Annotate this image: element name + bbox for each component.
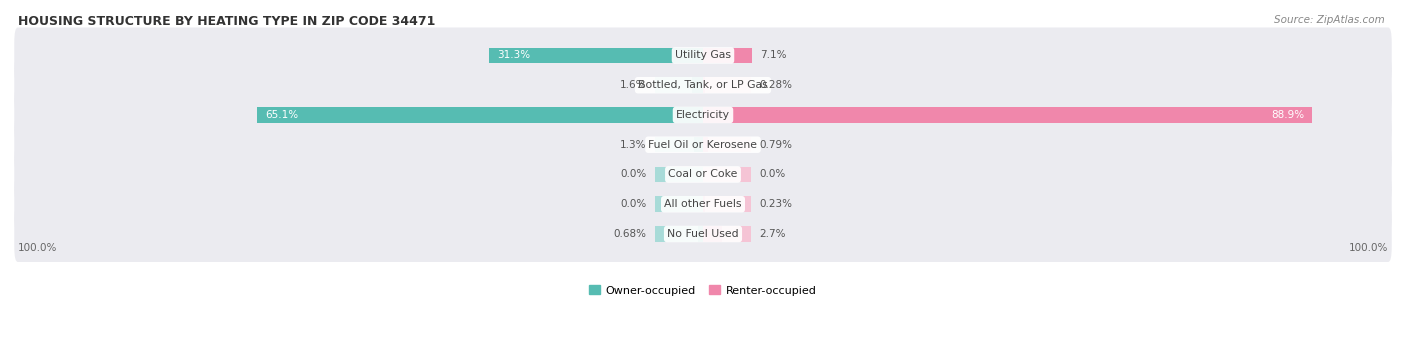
Text: 2.7%: 2.7% <box>759 229 786 239</box>
Legend: Owner-occupied, Renter-occupied: Owner-occupied, Renter-occupied <box>589 285 817 296</box>
Bar <box>703 77 704 93</box>
Bar <box>703 48 751 63</box>
Bar <box>703 107 751 123</box>
Text: 0.0%: 0.0% <box>620 199 647 209</box>
Text: 0.68%: 0.68% <box>614 229 647 239</box>
Text: Bottled, Tank, or LP Gas: Bottled, Tank, or LP Gas <box>638 80 768 90</box>
FancyBboxPatch shape <box>14 87 1392 143</box>
Bar <box>703 196 751 212</box>
Text: 7.1%: 7.1% <box>759 50 786 60</box>
Bar <box>703 137 751 152</box>
Bar <box>703 48 752 63</box>
FancyBboxPatch shape <box>14 206 1392 262</box>
Text: 0.28%: 0.28% <box>759 80 792 90</box>
FancyBboxPatch shape <box>14 147 1392 203</box>
Text: Coal or Coke: Coal or Coke <box>668 169 738 179</box>
Bar <box>655 167 703 182</box>
Bar <box>703 137 709 152</box>
Text: 1.3%: 1.3% <box>620 140 647 150</box>
FancyBboxPatch shape <box>14 28 1392 84</box>
Text: Source: ZipAtlas.com: Source: ZipAtlas.com <box>1274 15 1385 25</box>
Bar <box>703 226 721 242</box>
Bar <box>703 77 751 93</box>
Text: 1.6%: 1.6% <box>620 80 647 90</box>
Bar <box>703 226 751 242</box>
Text: Fuel Oil or Kerosene: Fuel Oil or Kerosene <box>648 140 758 150</box>
FancyBboxPatch shape <box>14 57 1392 113</box>
Bar <box>655 137 703 152</box>
Bar <box>699 226 703 242</box>
Text: 100.0%: 100.0% <box>1348 243 1388 253</box>
Bar <box>695 137 703 152</box>
Bar <box>655 196 703 212</box>
Text: 65.1%: 65.1% <box>266 110 298 120</box>
Bar <box>655 48 703 63</box>
Text: Electricity: Electricity <box>676 110 730 120</box>
Text: No Fuel Used: No Fuel Used <box>668 229 738 239</box>
Text: 0.23%: 0.23% <box>759 199 792 209</box>
Text: 0.0%: 0.0% <box>759 169 786 179</box>
Text: 0.0%: 0.0% <box>620 169 647 179</box>
Bar <box>655 226 703 242</box>
Bar <box>703 196 704 212</box>
Bar <box>655 107 703 123</box>
Bar <box>488 48 703 63</box>
FancyBboxPatch shape <box>14 117 1392 173</box>
Text: 88.9%: 88.9% <box>1271 110 1303 120</box>
FancyBboxPatch shape <box>14 176 1392 232</box>
Bar <box>703 167 751 182</box>
Bar <box>692 77 703 93</box>
Text: HOUSING STRUCTURE BY HEATING TYPE IN ZIP CODE 34471: HOUSING STRUCTURE BY HEATING TYPE IN ZIP… <box>18 15 434 28</box>
Text: Utility Gas: Utility Gas <box>675 50 731 60</box>
Text: 31.3%: 31.3% <box>496 50 530 60</box>
Bar <box>703 107 1312 123</box>
Text: 100.0%: 100.0% <box>18 243 58 253</box>
Bar <box>655 77 703 93</box>
Bar <box>257 107 703 123</box>
Text: 0.79%: 0.79% <box>759 140 792 150</box>
Text: All other Fuels: All other Fuels <box>664 199 742 209</box>
